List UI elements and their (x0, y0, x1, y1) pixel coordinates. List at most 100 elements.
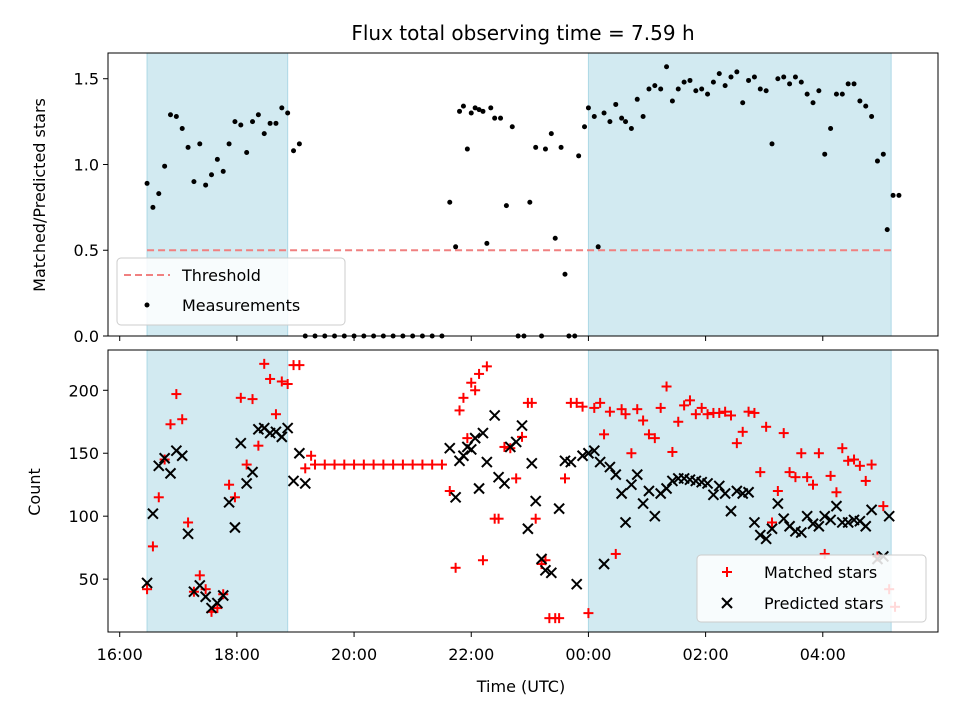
predicted-stars-point (807, 518, 819, 530)
matched-stars-point (526, 397, 537, 408)
measurement-point (646, 86, 652, 92)
measurement-point (833, 91, 839, 97)
predicted-stars-point (748, 516, 761, 529)
measurement-point (792, 74, 798, 80)
top-y-tick-label: 1.0 (74, 155, 99, 174)
measurement-point (179, 125, 185, 131)
matched-stars-point (450, 562, 461, 573)
threshold-legend-label: Threshold (181, 266, 261, 285)
predicted-stars-point (553, 502, 565, 515)
matched-stars-point (843, 455, 854, 466)
predicted-stars-point (182, 528, 194, 540)
observing-span (146, 349, 289, 633)
predicted-stars-point (570, 578, 583, 590)
matched-stars-point (649, 433, 660, 444)
matched-stars-point (655, 402, 666, 413)
matched-stars-point (761, 421, 772, 432)
matched-stars-point (454, 405, 465, 416)
top-y-tick-label: 0.0 (74, 327, 99, 346)
measurement-point (722, 83, 728, 89)
predicted-stars-point (643, 485, 655, 497)
predicted-stars-point (766, 523, 778, 535)
measurement-point (509, 124, 515, 130)
matched-stars-point (444, 486, 455, 496)
top-y-axis-label: Matched/Predicted stars (30, 98, 49, 292)
matched-stars-point (142, 584, 153, 595)
matched-stars-point (276, 376, 287, 387)
measurement-point (191, 179, 197, 185)
measurement-point (576, 153, 582, 159)
x-tick-label: 20:00 (331, 645, 377, 664)
predicted-stars-point (176, 450, 188, 462)
matched-stars-point (554, 613, 565, 624)
matched-stars-point (696, 402, 707, 413)
predicted-stars-point (449, 491, 462, 504)
predicted-stars-point (865, 504, 878, 516)
predicted-stars-point (631, 468, 643, 481)
predicted-legend-label: Predicted stars (764, 594, 884, 613)
matched-legend-label: Matched stars (764, 563, 877, 582)
bottom-axes-frame (107, 349, 939, 633)
predicted-stars-point (481, 456, 493, 468)
matched-stars-point (229, 492, 240, 503)
measurement-point (476, 107, 482, 113)
predicted-stars-point (594, 456, 606, 468)
matched-stars-point (417, 459, 428, 470)
predicted-stars-point (229, 521, 241, 534)
measurement-point (156, 191, 162, 197)
measurement-point (810, 100, 816, 106)
predicted-stars-point (293, 447, 306, 459)
matched-stars-point (270, 409, 281, 420)
measurement-point (634, 96, 640, 102)
measurement-point (710, 79, 716, 85)
measurement-point (150, 204, 156, 210)
x-axis-label: Time (UTC) (476, 677, 565, 696)
matched-stars-point (462, 433, 473, 444)
measurement-point (209, 172, 215, 178)
measurement-point (787, 81, 793, 87)
measurement-point (705, 91, 711, 97)
x-tick-label: 00:00 (565, 645, 611, 664)
measurement-point (669, 98, 675, 104)
predicted-stars-point (754, 529, 766, 541)
matched-stars-point (368, 459, 379, 470)
predicted-stars-point (158, 452, 171, 464)
matched-stars-point (604, 406, 615, 417)
predicted-stars-point (742, 486, 755, 498)
matched-stars-point (849, 454, 860, 465)
matched-stars-point (702, 409, 713, 420)
predicted-stars-point (469, 432, 481, 444)
x-tick-label: 16:00 (97, 645, 143, 664)
predicted-stars-point (760, 533, 772, 545)
measurement-point (548, 131, 554, 137)
predicted-stars-point (701, 477, 714, 490)
measurement-point (869, 113, 875, 119)
matched-legend-marker (722, 567, 732, 577)
measurement-point (464, 146, 470, 152)
matched-stars-point (595, 397, 606, 408)
measurement-point (607, 119, 613, 125)
predicted-stars-point (725, 505, 737, 517)
matched-stars-point (813, 448, 824, 459)
top-y-tick-label: 0.5 (74, 241, 99, 260)
measurement-point (167, 112, 173, 118)
top-y-tick-label: 1.5 (74, 70, 99, 89)
measurement-point (197, 141, 203, 147)
measurement-point (716, 71, 722, 77)
matched-stars-point (616, 404, 627, 415)
measurement-point (884, 227, 890, 233)
measurement-point (681, 79, 687, 85)
matched-stars-point (265, 373, 276, 384)
measurement-point (226, 141, 232, 147)
matched-stars-point (511, 473, 522, 484)
predicted-stars-point (842, 516, 854, 529)
measurement-point (839, 91, 845, 97)
matched-legend-plus (722, 567, 732, 577)
top-axes-frame (107, 52, 939, 337)
measurement-point (480, 108, 486, 114)
measurement-point (261, 131, 267, 137)
measurement-point (453, 244, 459, 250)
measurement-point (273, 120, 279, 126)
matched-stars-point (436, 459, 447, 470)
